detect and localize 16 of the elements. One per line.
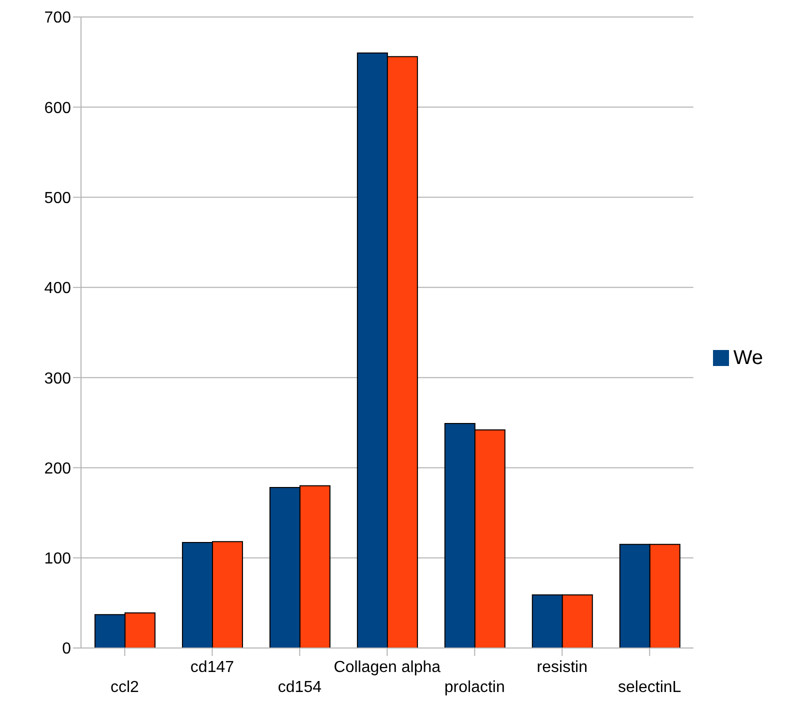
y-tick-label: 600: [44, 100, 72, 117]
y-tick-label: 700: [44, 10, 72, 27]
x-tick-label: resistin: [536, 659, 588, 676]
y-tick-label: 200: [44, 460, 72, 478]
x-tick-label: cd154: [278, 679, 322, 696]
x-tick-label: cd147: [190, 659, 234, 676]
legend-label: We: [733, 346, 763, 368]
y-tick-label: 400: [44, 280, 72, 298]
y-tick-label: 300: [44, 370, 72, 388]
x-tick-label: Collagen alpha: [334, 659, 441, 676]
x-tick-label: selectinL: [618, 679, 682, 696]
y-tick-label: 100: [44, 550, 72, 568]
y-tick-label: 0: [62, 640, 72, 658]
x-tick-label: prolactin: [444, 679, 505, 696]
y-tick-label: 500: [44, 190, 72, 207]
x-tick-label: ccl2: [110, 679, 140, 696]
